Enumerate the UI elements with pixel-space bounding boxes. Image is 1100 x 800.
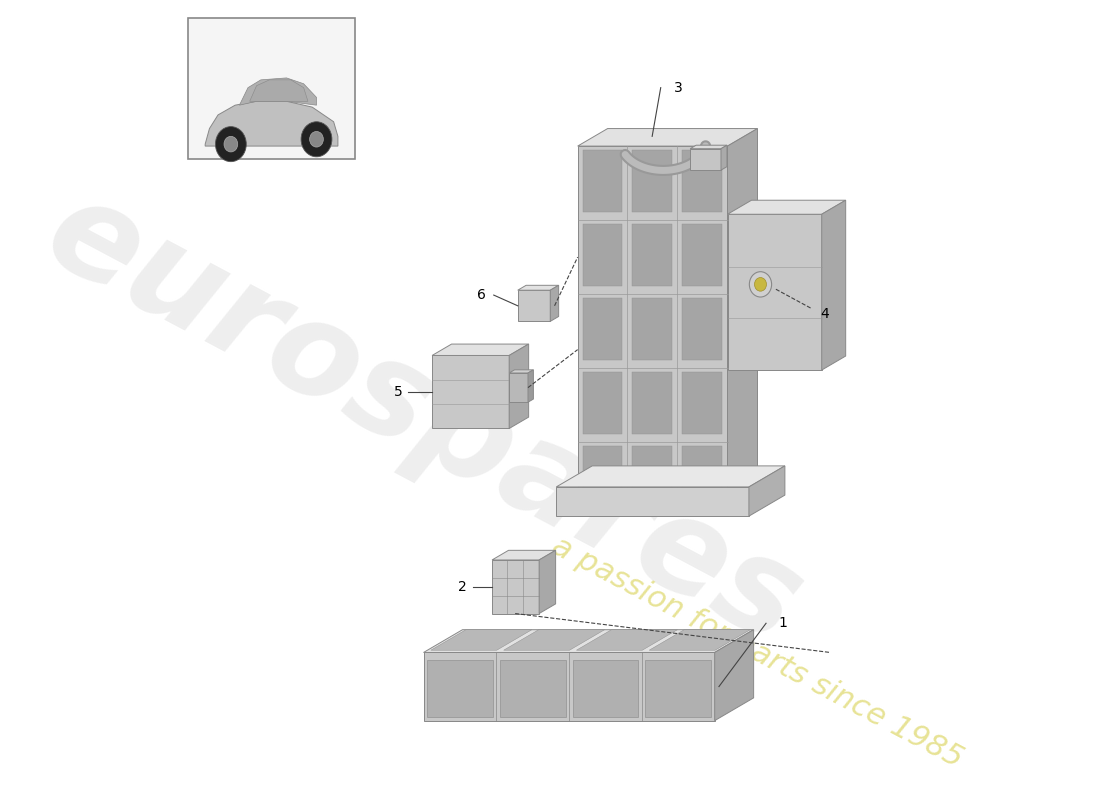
Circle shape: [301, 122, 332, 157]
Polygon shape: [432, 344, 529, 355]
Polygon shape: [682, 224, 722, 286]
Polygon shape: [632, 446, 672, 508]
Polygon shape: [578, 146, 727, 516]
Polygon shape: [822, 200, 846, 370]
Polygon shape: [518, 286, 559, 290]
Polygon shape: [583, 150, 623, 212]
Text: 1: 1: [779, 616, 788, 630]
Polygon shape: [250, 80, 308, 102]
Polygon shape: [583, 372, 623, 434]
Polygon shape: [509, 373, 528, 402]
Polygon shape: [720, 145, 727, 170]
Polygon shape: [727, 129, 758, 516]
Polygon shape: [492, 550, 556, 560]
Polygon shape: [632, 372, 672, 434]
Polygon shape: [690, 149, 721, 170]
Polygon shape: [632, 150, 672, 212]
Polygon shape: [727, 200, 846, 214]
Polygon shape: [509, 344, 529, 429]
Polygon shape: [682, 150, 722, 212]
Polygon shape: [583, 446, 623, 508]
Circle shape: [216, 126, 246, 162]
Text: 6: 6: [477, 288, 486, 302]
Polygon shape: [206, 102, 338, 146]
Text: 4: 4: [821, 306, 829, 321]
Circle shape: [309, 131, 323, 147]
Polygon shape: [572, 660, 638, 717]
Polygon shape: [509, 370, 534, 373]
Polygon shape: [578, 129, 758, 146]
Polygon shape: [431, 630, 532, 650]
Text: 5: 5: [394, 386, 403, 399]
Polygon shape: [690, 145, 727, 149]
Polygon shape: [576, 630, 678, 650]
Polygon shape: [550, 286, 559, 322]
Polygon shape: [427, 660, 493, 717]
Polygon shape: [682, 372, 722, 434]
Polygon shape: [528, 370, 534, 402]
Polygon shape: [583, 224, 623, 286]
Polygon shape: [632, 298, 672, 360]
Polygon shape: [504, 630, 605, 650]
Circle shape: [749, 272, 771, 297]
Polygon shape: [715, 630, 754, 721]
Polygon shape: [492, 560, 539, 614]
Polygon shape: [539, 550, 556, 614]
Polygon shape: [632, 224, 672, 286]
Polygon shape: [557, 466, 785, 487]
Polygon shape: [749, 466, 785, 516]
Text: 3: 3: [673, 81, 682, 94]
Text: eurospares: eurospares: [25, 166, 822, 670]
Polygon shape: [240, 78, 317, 105]
Circle shape: [224, 136, 238, 152]
Bar: [188, 18, 355, 158]
Polygon shape: [682, 446, 722, 508]
Polygon shape: [682, 298, 722, 360]
Text: a passion for parts since 1985: a passion for parts since 1985: [547, 531, 968, 774]
Polygon shape: [518, 290, 550, 322]
Polygon shape: [499, 660, 565, 717]
Polygon shape: [649, 630, 750, 650]
Polygon shape: [424, 630, 754, 653]
Polygon shape: [646, 660, 712, 717]
Polygon shape: [583, 298, 623, 360]
Polygon shape: [557, 487, 749, 516]
Polygon shape: [727, 214, 822, 370]
Polygon shape: [424, 653, 715, 721]
Circle shape: [755, 278, 767, 291]
Text: 2: 2: [458, 580, 466, 594]
Polygon shape: [432, 355, 509, 429]
